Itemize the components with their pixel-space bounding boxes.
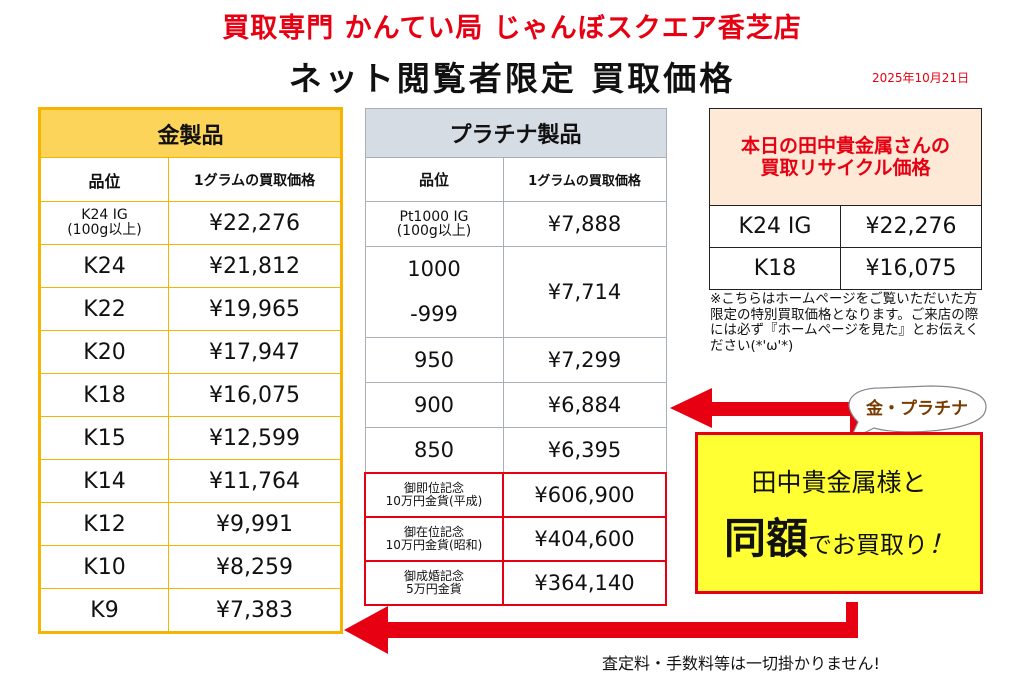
lower-arrow	[344, 602, 858, 654]
callout-line2: 同額でお買取り！	[698, 505, 980, 566]
table-row: K18 ¥16,075	[709, 247, 983, 290]
gold-price: ¥12,599	[167, 416, 343, 460]
gold-grade: K12	[39, 502, 169, 546]
table-row: K24 ¥21,812	[39, 244, 343, 288]
callout-big-text: 同額	[723, 514, 808, 563]
speech-bubble	[848, 385, 987, 442]
table-row: K10 ¥8,259	[39, 545, 343, 589]
gold-grade: K18	[39, 373, 169, 417]
store-name: 買取専門 かんてい局 じゃんぼスクエア香芝店	[222, 13, 802, 44]
platinum-price: ¥6,884	[502, 382, 667, 428]
special-price-note: ※こちらはホームページをご覧いただいた方限定の特別買取価格となります。ご来店の際…	[710, 291, 979, 354]
gold-grade: K24 IG (100g以上)	[39, 201, 169, 245]
gold-price: ¥9,991	[167, 502, 343, 546]
date-label: 2025年10月21日	[872, 71, 970, 85]
gold-price: ¥7,383	[167, 588, 343, 633]
tanaka-title-line: 本日の田中貴金属さんの	[741, 135, 951, 157]
table-row: 950 ¥7,299	[364, 337, 667, 383]
gold-price: ¥22,276	[167, 201, 343, 245]
table-row: K20 ¥17,947	[39, 330, 343, 374]
gold-price: ¥16,075	[167, 373, 343, 417]
platinum-price: ¥7,714	[502, 246, 667, 338]
platinum-grade: Pt1000 IG (100g以上)	[364, 201, 504, 247]
platinum-grade: 1000 -999	[364, 246, 504, 338]
table-row: K14 ¥11,764	[39, 459, 343, 503]
coin-name: 御即位記念 10万円金貨(平成)	[364, 472, 504, 518]
table-row: Pt1000 IG (100g以上) ¥7,888	[364, 201, 667, 247]
table-row: K24 IG ¥22,276	[709, 205, 983, 248]
platinum-grade: 950	[364, 337, 504, 383]
no-fee-notice: 査定料・手数料等は一切掛かりません!	[602, 654, 880, 673]
gold-price: ¥19,965	[167, 287, 343, 331]
coin-name-line: 5万円金貨	[406, 582, 462, 596]
gold-grade: K9	[39, 588, 169, 633]
coin-name-line: 御在位記念	[403, 525, 464, 539]
coin-name: 御成婚記念 5万円金貨	[364, 560, 504, 606]
platinum-grade: 850	[364, 427, 504, 474]
gold-grade: K24	[39, 244, 169, 288]
coin-name-line: 御即位記念	[403, 481, 464, 495]
table-row: K18 ¥16,075	[39, 373, 343, 417]
gold-price: ¥8,259	[167, 545, 343, 589]
callout-rest-text: でお買取り	[808, 531, 928, 559]
platinum-table-title: プラチナ製品	[364, 108, 667, 158]
coin-name: 御在位記念 10万円金貨(昭和)	[364, 516, 504, 562]
callout-line1: 田中貴金属様と	[751, 468, 927, 497]
gold-grade: K20	[39, 330, 169, 374]
gold-grade: K15	[39, 416, 169, 460]
tanaka-price: ¥22,276	[839, 205, 983, 248]
platinum-grade-line: Pt1000 IG	[399, 209, 469, 225]
gold-price-table: 金製品 品位 1グラムの買取価格 K24 IG (100g以上) ¥22,276…	[38, 107, 344, 634]
coin-row: 御成婚記念 5万円金貨 ¥364,140	[364, 560, 668, 606]
platinum-price: ¥7,888	[502, 201, 667, 247]
same-price-callout: 田中貴金属様と 同額でお買取り！	[695, 432, 983, 594]
table-row: K12 ¥9,991	[39, 502, 343, 546]
table-row: K24 IG (100g以上) ¥22,276	[39, 201, 343, 245]
upper-arrow	[670, 388, 862, 436]
page-title: ネット閲覧者限定 買取価格	[288, 59, 736, 98]
coin-row: 御在位記念 10万円金貨(昭和) ¥404,600	[364, 516, 668, 562]
tanaka-price-box: 本日の田中貴金属さんの 買取リサイクル価格 K24 IG ¥22,276 K18 ¥…	[708, 108, 983, 290]
platinum-grade-line: -999	[410, 302, 458, 326]
table-row: K15 ¥12,599	[39, 416, 343, 460]
gold-grade: K14	[39, 459, 169, 503]
gold-grade: K22	[39, 287, 169, 331]
platinum-grade-line: (100g以上)	[396, 223, 472, 239]
tanaka-price: ¥16,075	[839, 247, 983, 290]
platinum-col-price: 1グラムの買取価格	[502, 157, 667, 202]
bubble-label: 金・プラチナ	[866, 399, 968, 419]
platinum-price: ¥6,395	[502, 427, 667, 474]
platinum-grade-line: 1000	[407, 257, 461, 281]
coin-price: ¥606,900	[501, 472, 668, 518]
coin-price: ¥364,140	[501, 560, 668, 606]
coin-name-line: 御成婚記念	[403, 569, 464, 583]
table-row: K22 ¥19,965	[39, 287, 343, 331]
tanaka-grade: K24 IG	[709, 205, 841, 248]
tanaka-title-line: 買取リサイクル価格	[760, 157, 931, 179]
platinum-grade: 900	[364, 382, 504, 428]
gold-price: ¥17,947	[167, 330, 343, 374]
table-row: 900 ¥6,884	[364, 382, 667, 428]
coin-price: ¥404,600	[501, 516, 668, 562]
gold-price: ¥11,764	[167, 459, 343, 503]
coin-name-line: 10万円金貨(昭和)	[385, 538, 483, 552]
table-row: 850 ¥6,395	[364, 427, 667, 474]
table-row: 1000 -999 ¥7,714	[364, 246, 667, 338]
platinum-price-table: プラチナ製品 品位 1グラムの買取価格 Pt1000 IG (100g以上) ¥…	[364, 108, 668, 606]
table-row: K9 ¥7,383	[39, 588, 343, 633]
callout-exclaim: ！	[928, 530, 955, 560]
gold-table-title: 金製品	[38, 108, 343, 158]
coin-row: 御即位記念 10万円金貨(平成) ¥606,900	[364, 472, 668, 518]
coin-name-line: 10万円金貨(平成)	[385, 494, 483, 508]
